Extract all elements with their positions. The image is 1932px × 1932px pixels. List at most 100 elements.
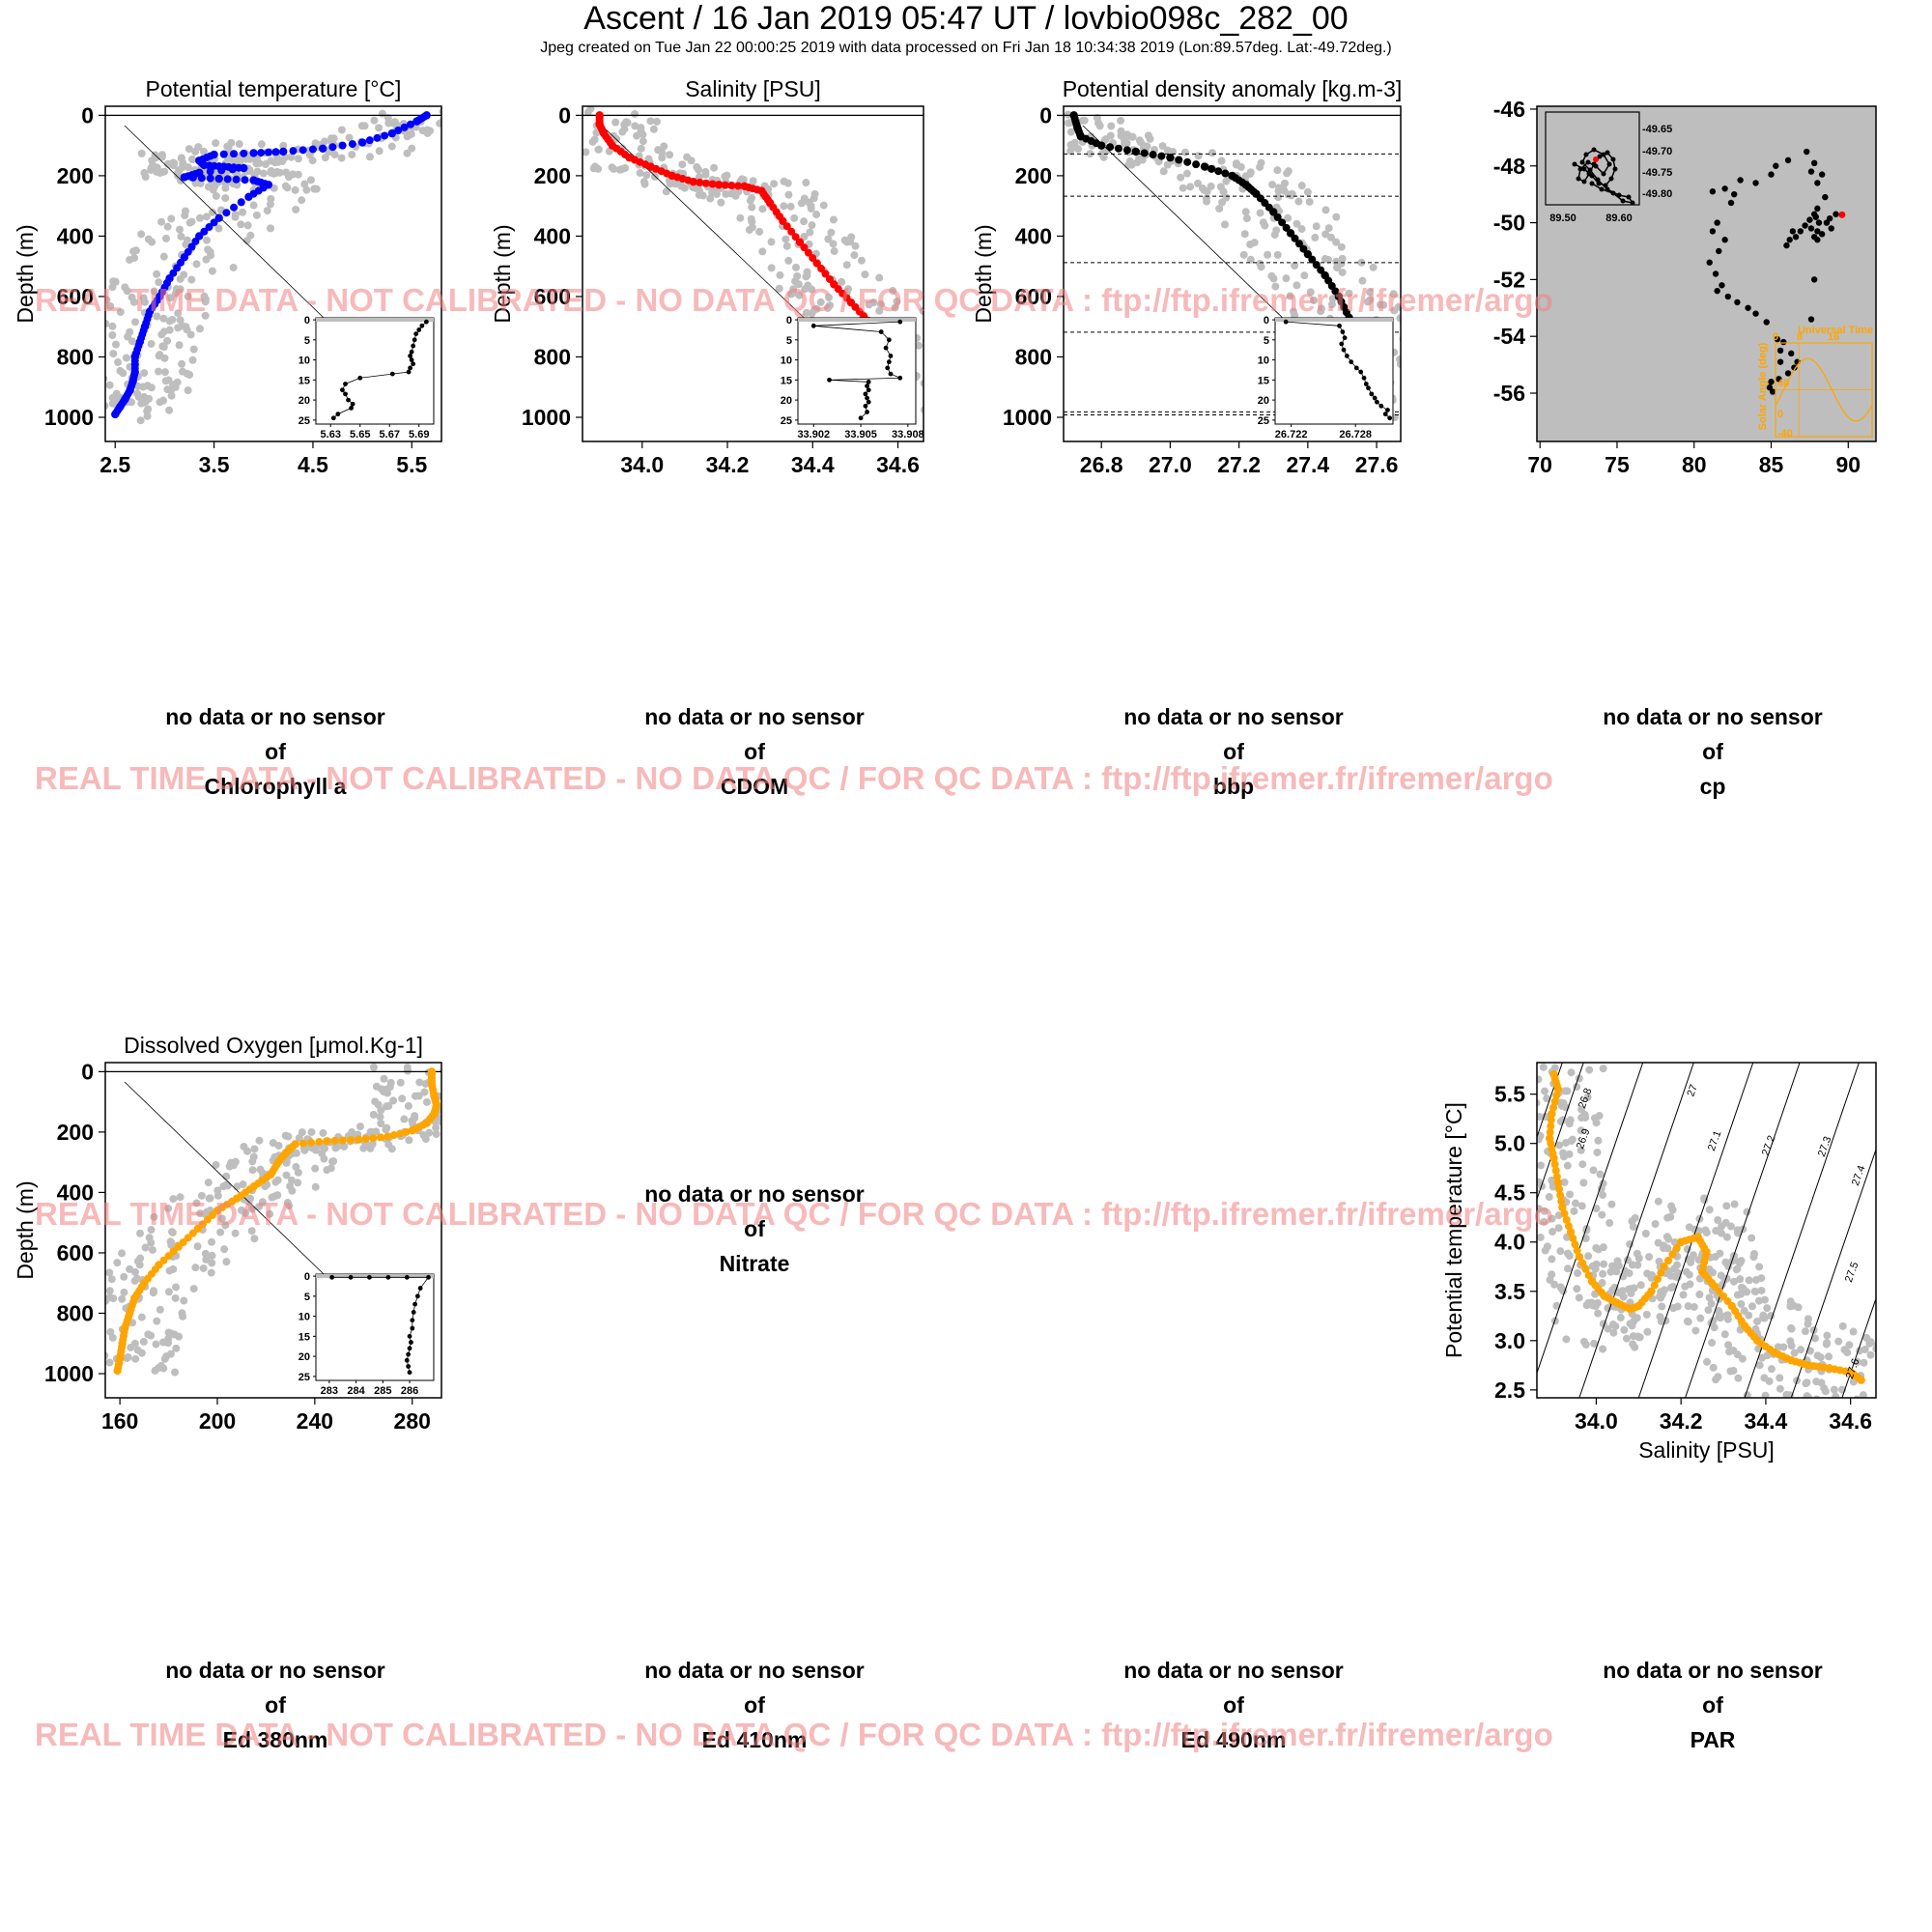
climatology-point	[1636, 1281, 1645, 1290]
climatology-point	[285, 173, 294, 182]
climatology-point	[377, 1106, 385, 1115]
climatology-point	[1691, 1326, 1700, 1335]
climatology-point	[1872, 1345, 1876, 1353]
float-position	[1766, 384, 1774, 391]
climatology-point	[1363, 298, 1372, 306]
climatology-point	[220, 1245, 229, 1254]
climatology-point	[812, 211, 821, 219]
no-data-line1: no data or no sensor	[644, 1658, 865, 1683]
climatology-point	[369, 1063, 378, 1071]
y-tick-label: 800	[1015, 344, 1052, 369]
climatology-point	[165, 406, 174, 414]
inset-y-label: 0	[304, 1271, 310, 1283]
data-point	[203, 1215, 212, 1224]
climatology-point	[422, 1097, 431, 1106]
climatology-point	[1408, 400, 1416, 408]
data-point	[1294, 240, 1303, 248]
y-tick-label: 2.5	[1494, 1378, 1525, 1403]
climatology-point	[1086, 150, 1094, 158]
climatology-point	[780, 177, 788, 185]
climatology-point	[1537, 1233, 1545, 1241]
isopycnal-line	[1578, 1063, 1694, 1398]
climatology-point	[370, 116, 379, 125]
climatology-point	[637, 144, 645, 153]
climatology-point	[1050, 128, 1058, 135]
climatology-point	[298, 1128, 306, 1137]
climatology-point	[1782, 1390, 1791, 1398]
data-point	[237, 198, 245, 207]
climatology-point	[180, 270, 188, 279]
climatology-point	[1566, 1190, 1575, 1199]
climatology-point	[631, 122, 639, 130]
climatology-point	[1733, 1264, 1742, 1273]
climatology-point	[147, 165, 156, 174]
data-point	[809, 254, 817, 263]
climatology-point	[359, 1144, 368, 1152]
climatology-point	[302, 185, 311, 194]
climatology-point	[92, 1284, 99, 1292]
inset-y-label: 0	[304, 315, 310, 327]
climatology-point	[197, 1191, 206, 1200]
data-point	[210, 218, 218, 227]
climatology-point	[172, 289, 181, 298]
climatology-point	[1881, 1350, 1889, 1358]
climatology-point	[1830, 1385, 1838, 1394]
climatology-point	[810, 189, 819, 198]
climatology-point	[1332, 213, 1341, 221]
climatology-point	[875, 306, 884, 315]
climatology-point	[188, 355, 197, 364]
data-point	[734, 182, 743, 190]
data-point	[230, 203, 239, 212]
climatology-point	[255, 1136, 264, 1145]
float-position	[1788, 350, 1795, 357]
climatology-point	[163, 222, 172, 231]
climatology-point	[1745, 1276, 1753, 1285]
x-tick-label: 34.4	[791, 452, 835, 477]
data-point	[1672, 1244, 1681, 1253]
climatology-point	[1633, 1249, 1641, 1258]
climatology-point	[382, 1102, 390, 1111]
climatology-point	[1627, 1289, 1635, 1297]
map-background	[1537, 106, 1876, 441]
climatology-point	[447, 1107, 455, 1115]
climatology-point	[160, 167, 169, 176]
climatology-point	[1570, 1207, 1578, 1215]
float-position	[1719, 282, 1725, 289]
y-tick-label: -56	[1493, 381, 1525, 406]
climatology-point	[610, 164, 618, 173]
climatology-point	[1563, 1087, 1572, 1095]
climatology-point	[1306, 288, 1315, 297]
climatology-point	[128, 337, 136, 346]
climatology-point	[436, 119, 441, 128]
climatology-point	[187, 275, 196, 284]
panel-title: Salinity [PSU]	[685, 76, 821, 101]
climatology-point	[411, 1114, 419, 1122]
x-tick-label: 70	[1527, 452, 1552, 477]
figure-subtitle: Jpeg created on Tue Jan 22 00:00:25 2019…	[540, 40, 1392, 56]
climatology-point	[782, 242, 791, 250]
climatology-point	[160, 354, 169, 362]
climatology-point	[458, 1112, 466, 1120]
climatology-point	[1146, 134, 1154, 143]
climatology-point	[1813, 1351, 1822, 1360]
data-point	[1551, 1166, 1560, 1175]
climatology-point	[372, 1082, 381, 1091]
climatology-point	[1843, 1349, 1852, 1357]
climatology-point	[111, 340, 120, 349]
climatology-point	[1882, 1401, 1889, 1408]
climatology-point	[227, 1158, 236, 1167]
climatology-point	[90, 375, 98, 383]
y-tick-label: 600	[57, 284, 94, 309]
climatology-point	[366, 1144, 375, 1152]
climatology-point	[77, 1291, 85, 1298]
climatology-point	[184, 292, 192, 300]
climatology-point	[469, 1133, 476, 1141]
data-point	[240, 149, 248, 157]
climatology-point	[202, 1255, 211, 1264]
climatology-point	[1787, 1342, 1796, 1350]
float-position	[1774, 335, 1781, 343]
inset-y-label: 25	[1258, 415, 1269, 427]
data-point	[1562, 1215, 1571, 1224]
climatology-point	[1286, 292, 1294, 300]
climatology-point	[1200, 185, 1208, 194]
